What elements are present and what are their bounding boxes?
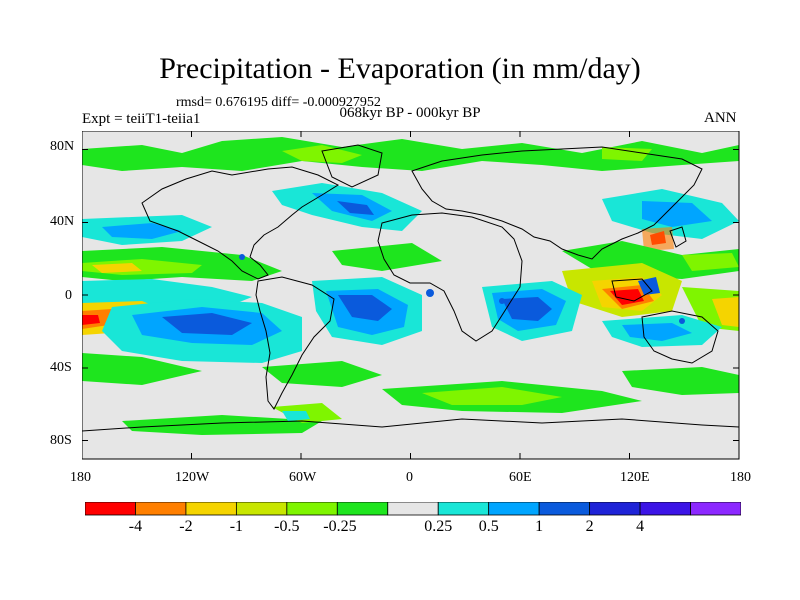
colorbar-swatch [690, 502, 741, 516]
field-region [82, 353, 202, 385]
colorbar-swatch [185, 502, 237, 516]
colorbar-label: -0.5 [274, 518, 300, 535]
continent-outline [611, 278, 653, 302]
colorbar-swatch [538, 502, 591, 516]
colorbar-swatch [589, 502, 641, 516]
colorbar-swatch [639, 502, 691, 516]
field-region [337, 201, 374, 215]
colorbar-swatch [437, 502, 490, 516]
lon-label: 60W [289, 470, 317, 485]
colorbar-label: -2 [179, 518, 193, 535]
continent-outline [141, 166, 340, 280]
field-region [262, 361, 382, 387]
continent-outline [669, 226, 687, 248]
field-region [642, 227, 674, 251]
colorbar-label: -1 [229, 518, 244, 535]
continent-outline [321, 144, 383, 188]
lat-label: 40N [50, 214, 75, 229]
field-region [122, 415, 322, 435]
experiment-label: Expt = teiiT1-teiia1 [82, 111, 201, 127]
field-region [82, 315, 100, 325]
lon-label: 180 [70, 470, 91, 485]
lat-label: 80N [50, 139, 75, 154]
colorbar-label: 4 [636, 518, 645, 535]
lat-label: 0 [65, 288, 72, 303]
colorbar-swatch [336, 502, 389, 516]
colorbar-label: -0.25 [323, 518, 357, 535]
field-region [338, 295, 392, 321]
field-region [499, 298, 505, 304]
field-region [602, 147, 652, 161]
field-region [679, 318, 685, 324]
field-region [102, 223, 182, 239]
field-region [426, 289, 434, 297]
precipitation-evaporation-map [82, 131, 740, 460]
field-region [682, 253, 739, 271]
lon-label: 120E [620, 470, 650, 485]
field-region [162, 313, 252, 335]
colorbar-label: 1 [535, 518, 544, 535]
colorbar-swatch [235, 502, 288, 516]
plot-title: Precipitation - Evaporation (in mm/day) [159, 52, 641, 85]
colorbar-swatch [488, 502, 540, 516]
field-region [332, 243, 442, 271]
lat-label: 40S [50, 360, 72, 375]
stats-text: rmsd= 0.676195 diff= -0.000927952 [176, 95, 381, 110]
colorbar-swatch [286, 502, 338, 516]
colorbar-label: -4 [128, 518, 143, 535]
continent-outline [82, 418, 739, 432]
colorbar-swatch [387, 502, 439, 516]
colorbar-swatch [85, 502, 136, 516]
continent-outline [377, 212, 523, 342]
field-region [622, 367, 739, 395]
field-region [92, 263, 142, 273]
field-region [422, 387, 562, 405]
field-region [610, 289, 644, 305]
lon-label: 60E [509, 470, 532, 485]
season-label: ANN [704, 110, 737, 126]
field-region [282, 145, 362, 163]
field-region [239, 254, 245, 260]
colorbar-label: 2 [585, 518, 594, 535]
field-region [282, 411, 310, 421]
field-region [502, 297, 552, 321]
lon-label: 120W [175, 470, 210, 485]
lat-label: 80S [50, 433, 72, 448]
continent-outline [411, 146, 703, 260]
field-region [622, 323, 692, 341]
field-region [642, 201, 712, 227]
period-text: 068kyr BP - 000kyr BP [339, 105, 481, 121]
lon-label: 0 [406, 470, 413, 485]
field-region [712, 297, 739, 327]
field-region [82, 137, 739, 171]
colorbar-swatch [135, 502, 187, 516]
lon-label: 180 [730, 470, 751, 485]
continent-outline [641, 310, 719, 364]
colorbar-label: 0.5 [478, 518, 499, 535]
colorbar-label: 0.25 [424, 518, 453, 535]
continent-outline [255, 276, 335, 410]
colorbar [85, 502, 741, 516]
